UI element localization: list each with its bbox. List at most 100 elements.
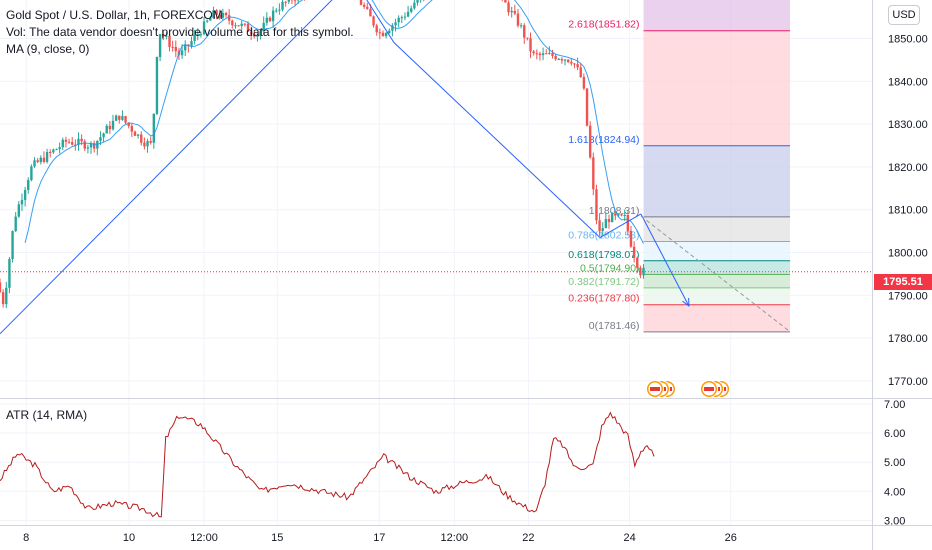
- candle: [108, 125, 112, 130]
- candle: [617, 214, 620, 216]
- trend-line: [640, 213, 690, 307]
- atr-tick-label: 5.00: [884, 457, 905, 469]
- candle: [548, 52, 551, 54]
- ma-legend[interactable]: MA (9, close, 0): [6, 42, 90, 56]
- candle: [55, 149, 58, 151]
- candle: [118, 115, 121, 120]
- candle: [538, 53, 542, 56]
- candle: [579, 67, 582, 78]
- candle: [287, 0, 291, 2]
- candle: [20, 199, 24, 205]
- candle: [526, 37, 529, 39]
- candle: [541, 53, 545, 56]
- candle: [237, 25, 240, 27]
- fib-level-label: 0.618(1798.07): [568, 249, 639, 261]
- candle: [535, 53, 539, 55]
- candle: [52, 149, 55, 153]
- candle: [240, 23, 243, 27]
- candle: [17, 204, 21, 217]
- candle: [554, 55, 557, 60]
- price-tick-label: 1800.00: [888, 247, 928, 259]
- candle: [400, 17, 404, 19]
- symbol-title[interactable]: Gold Spot / U.S. Dollar, 1h, FOREXCOM: [6, 8, 223, 22]
- candle: [140, 134, 143, 143]
- candle: [162, 34, 165, 37]
- candle: [111, 120, 115, 130]
- candle: [243, 23, 247, 25]
- candle: [573, 63, 576, 65]
- candle: [566, 59, 570, 62]
- candle: [61, 139, 64, 148]
- candle: [221, 12, 225, 18]
- currency-button[interactable]: USD: [888, 5, 920, 25]
- candle: [168, 35, 171, 47]
- candle: [42, 157, 46, 162]
- candle: [205, 20, 209, 22]
- atr-legend[interactable]: ATR (14, RMA): [6, 408, 88, 422]
- candle: [381, 32, 385, 37]
- candle: [64, 139, 68, 142]
- fib-zone: [643, 274, 791, 288]
- candle: [563, 59, 567, 61]
- fib-level-label: 1(1808.31): [589, 205, 640, 217]
- candle: [45, 151, 49, 162]
- candle: [585, 88, 589, 126]
- candle: [253, 34, 256, 37]
- candle: [215, 10, 218, 15]
- candle: [246, 23, 250, 32]
- candle: [293, 0, 297, 2]
- candle: [180, 50, 184, 56]
- candle: [209, 18, 212, 21]
- candle: [268, 17, 272, 22]
- candle: [11, 231, 14, 260]
- candle: [378, 32, 382, 34]
- price-tick-label: 1810.00: [888, 205, 928, 217]
- candle: [406, 11, 410, 17]
- candle: [262, 22, 265, 32]
- candle: [155, 56, 159, 114]
- candle: [227, 15, 231, 21]
- candle: [124, 116, 127, 123]
- fib-zone: [643, 260, 791, 275]
- candle: [642, 267, 645, 276]
- candle: [190, 40, 193, 46]
- candle: [271, 10, 275, 22]
- candle: [601, 228, 604, 231]
- candle: [510, 10, 513, 13]
- candle: [39, 157, 43, 163]
- candle: [99, 137, 102, 141]
- candle: [74, 144, 77, 146]
- candle: [529, 38, 532, 52]
- candle: [366, 6, 369, 9]
- volume-note: Vol: The data vendor doesn't provide vol…: [6, 25, 354, 39]
- ma-line: [24, 0, 644, 244]
- candle: [620, 214, 623, 216]
- candle: [557, 58, 560, 60]
- candle: [284, 1, 287, 3]
- projection-line: [640, 215, 791, 333]
- candle: [102, 133, 105, 138]
- trend-line: [393, 42, 601, 238]
- price-tick-label: 1830.00: [888, 119, 928, 131]
- candle: [187, 44, 190, 46]
- candle: [516, 13, 520, 26]
- price-tick-label: 1790.00: [888, 290, 928, 302]
- candle: [23, 189, 27, 200]
- trend-line: [599, 213, 642, 238]
- candle: [14, 216, 17, 232]
- candle: [58, 147, 61, 150]
- candle: [149, 141, 152, 143]
- candle: [49, 151, 52, 153]
- candle: [143, 142, 146, 147]
- candle: [193, 35, 196, 41]
- atr-tick-label: 6.00: [884, 428, 905, 440]
- candle: [384, 33, 388, 37]
- candle: [249, 31, 253, 35]
- candle: [416, 0, 419, 3]
- fib-zone: [643, 0, 791, 31]
- candle: [114, 115, 118, 121]
- candle: [604, 219, 608, 229]
- candle: [196, 34, 199, 36]
- candle: [403, 16, 407, 18]
